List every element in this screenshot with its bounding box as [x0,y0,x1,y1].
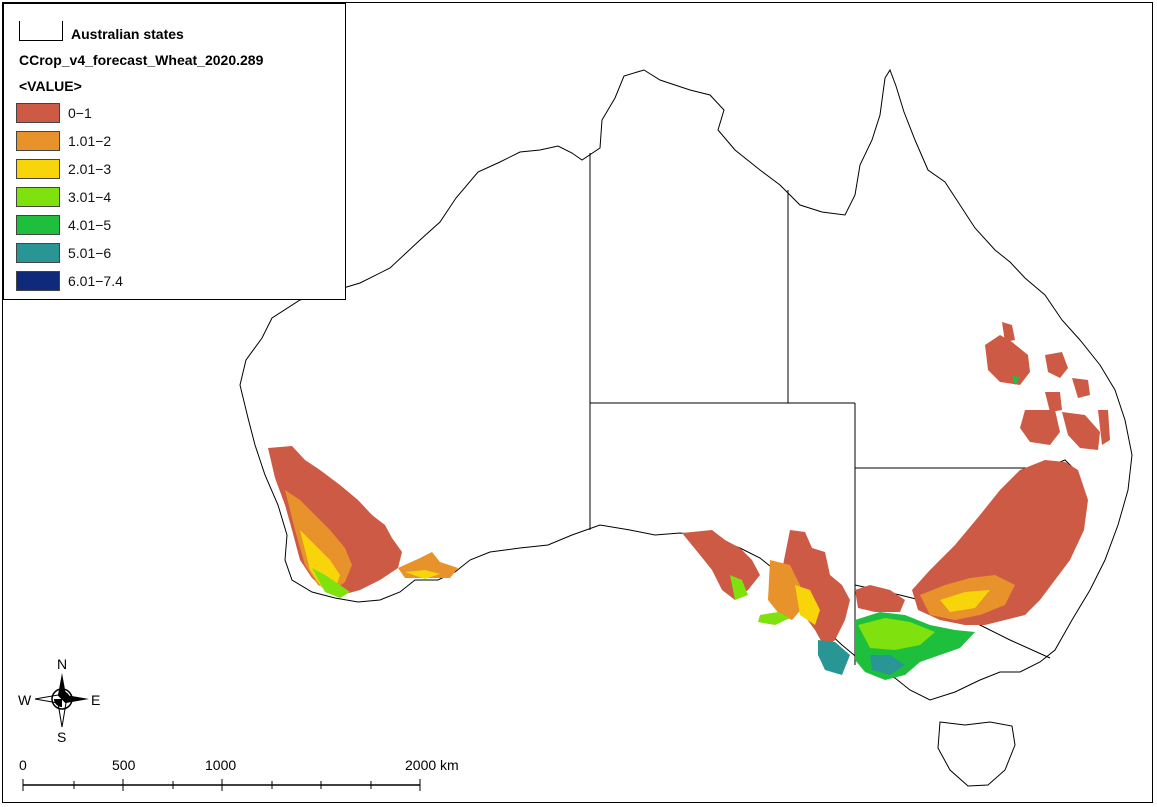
legend-class-swatch [16,271,60,291]
legend-class-label: 5.01−6 [68,245,112,261]
legend-class-row: 4.01−5 [16,214,111,236]
compass-north-label: N [57,656,68,672]
legend-class-swatch [16,103,60,123]
legend-class-row: 3.01−4 [16,186,111,208]
legend-class-swatch [16,131,60,151]
legend-class-row: 5.01−6 [16,242,111,264]
legend-class-label: 2.01−3 [68,161,112,177]
legend-field-label: <VALUE> [19,78,82,94]
state-boundary-swatch [19,21,63,41]
tasmania-coastline [937,721,1016,787]
australia-coastline [239,68,1133,701]
legend-layer-title: CCrop_v4_forecast_Wheat_2020.289 [19,52,264,68]
compass-south-label: S [57,729,67,745]
qld-cropping [985,322,1110,450]
legend-class-label: 6.01−7.4 [68,273,123,289]
legend-class-label: 4.01−5 [68,217,112,233]
map-legend: Australian states CCrop_v4_forecast_Whea… [3,3,346,300]
scale-label-1000: 1000 [205,757,237,773]
legend-boundary-label: Australian states [71,26,184,42]
legend-class-swatch [16,215,60,235]
wa-wheatbelt [268,446,458,598]
legend-class-swatch [16,187,60,207]
legend-class-swatch [16,243,60,263]
scale-label-500: 500 [112,757,136,773]
compass-rose-icon [34,673,89,728]
sa-cropping [682,530,850,675]
legend-class-label: 0−1 [68,105,92,121]
scale-bar [22,779,421,791]
legend-class-label: 3.01−4 [68,189,112,205]
compass-west-label: W [18,692,32,708]
legend-class-row: 2.01−3 [16,158,111,180]
legend-class-label: 1.01−2 [68,133,112,149]
vic-cropping [855,585,975,680]
scale-label-2000: 2000 km [405,757,459,773]
legend-class-row: 1.01−2 [16,130,111,152]
nsw-cropping [912,460,1088,625]
legend-class-swatch [16,159,60,179]
legend-class-row: 6.01−7.4 [16,270,123,292]
scale-label-0: 0 [19,757,27,773]
compass-east-label: E [91,692,101,708]
legend-class-row: 0−1 [16,102,92,124]
